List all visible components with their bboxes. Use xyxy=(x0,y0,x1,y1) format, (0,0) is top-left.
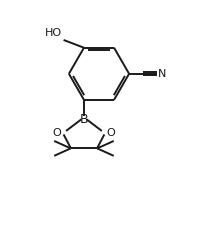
Text: O: O xyxy=(107,128,115,138)
Text: HO: HO xyxy=(45,28,62,38)
Text: B: B xyxy=(80,113,88,126)
Text: N: N xyxy=(158,69,167,79)
Text: O: O xyxy=(52,128,61,138)
